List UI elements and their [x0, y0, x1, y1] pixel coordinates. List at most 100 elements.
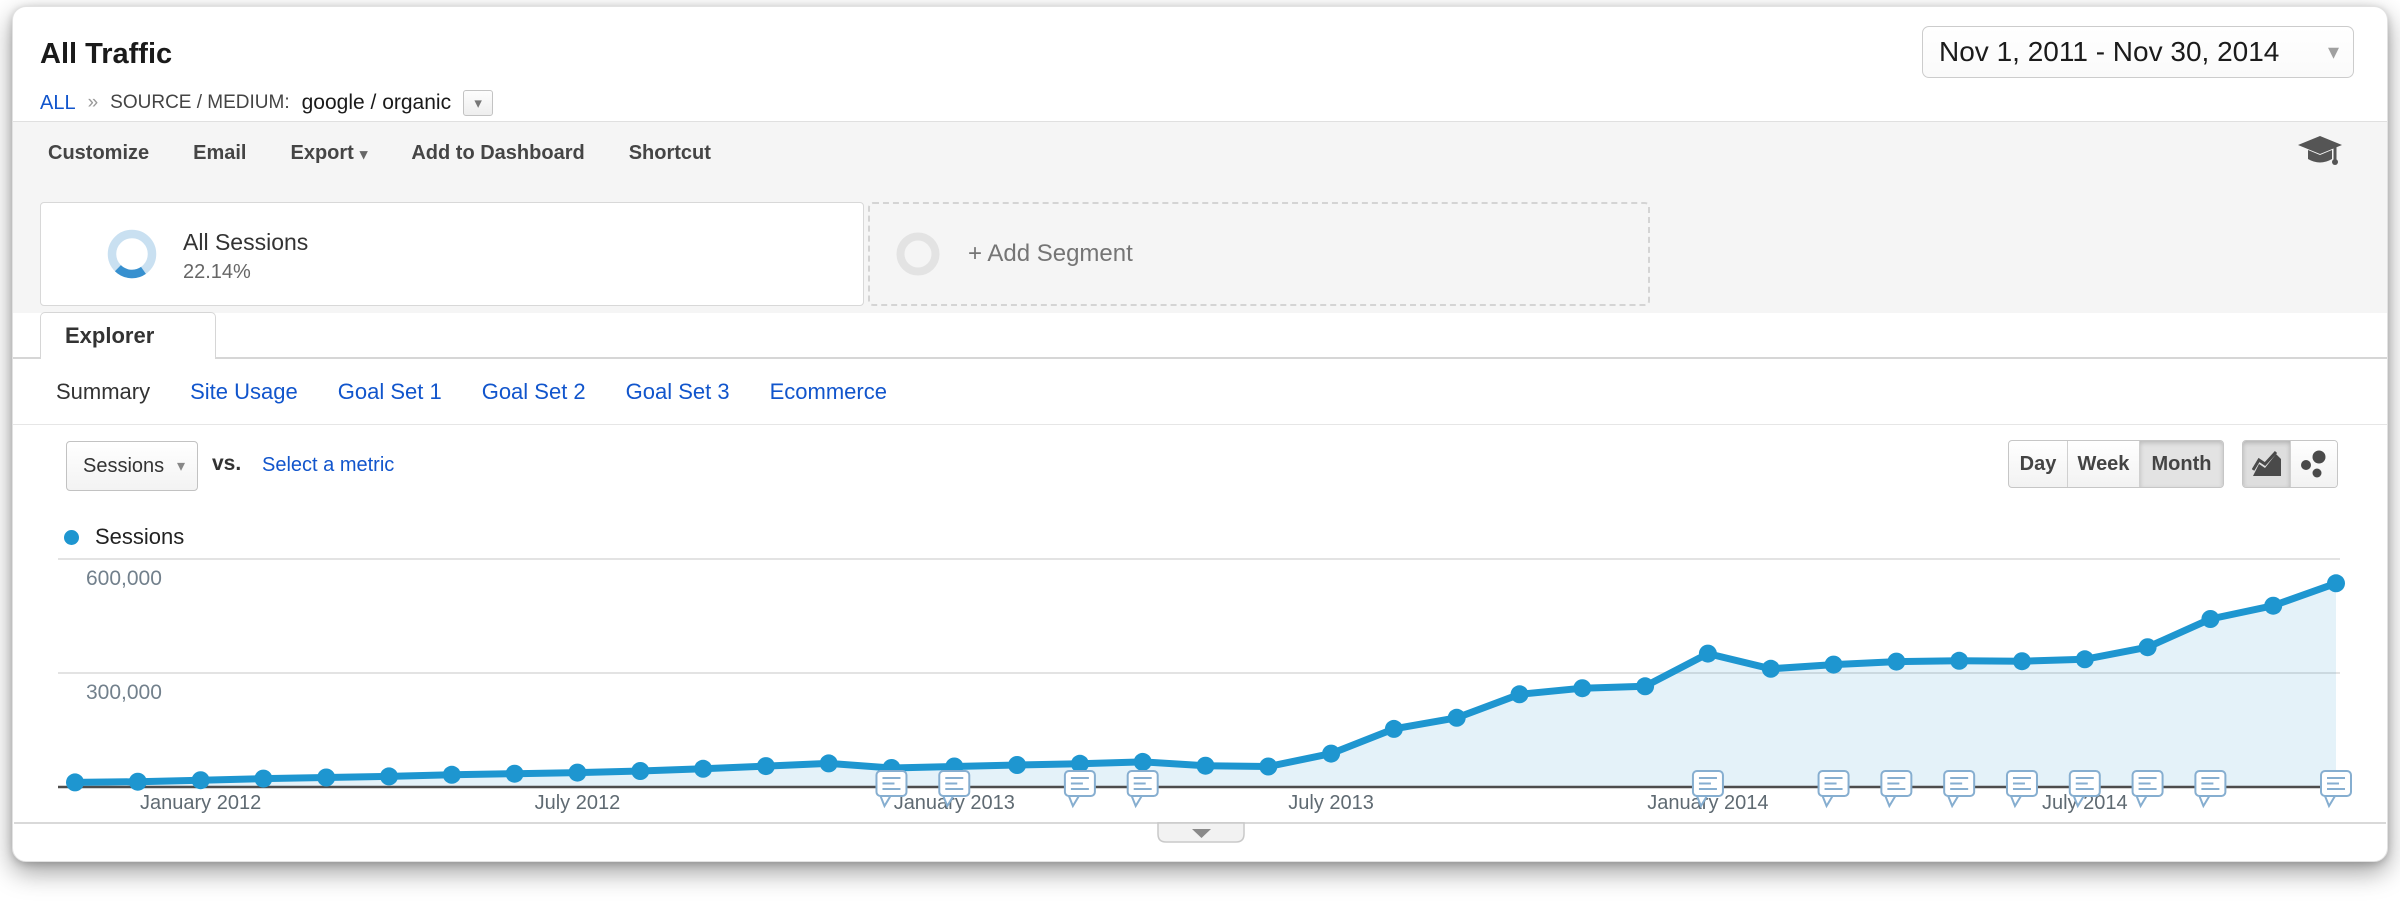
granularity-month-button[interactable]: Month: [2139, 441, 2223, 487]
subtab-goal-set-3[interactable]: Goal Set 3: [625, 379, 730, 404]
breadcrumb-dimension-label: SOURCE / MEDIUM:: [110, 92, 290, 113]
data-point[interactable]: [442, 765, 461, 784]
chevron-down-icon: [1192, 829, 1211, 838]
data-point[interactable]: [1322, 744, 1341, 763]
data-point[interactable]: [756, 757, 775, 776]
x-axis-label: January 2012: [140, 792, 261, 814]
annotation-marker-icon[interactable]: [1943, 770, 1976, 809]
export-button[interactable]: Export ▾: [290, 142, 368, 164]
data-point[interactable]: [1196, 756, 1215, 775]
motion-chart-button[interactable]: [2290, 441, 2337, 487]
select-a-metric-link[interactable]: Select a metric: [262, 454, 395, 476]
annotation-marker-icon[interactable]: [2131, 770, 2164, 809]
data-point[interactable]: [380, 767, 398, 786]
annotation-marker-icon[interactable]: [1817, 770, 1850, 809]
data-point[interactable]: [2201, 610, 2220, 628]
segment-name: All Sessions: [183, 229, 309, 255]
legend-label: Sessions: [95, 524, 185, 549]
annotation-marker-icon[interactable]: [1063, 770, 1096, 809]
data-point[interactable]: [1573, 679, 1592, 698]
legend-dot-icon: [64, 529, 79, 545]
education-graduation-cap-icon[interactable]: [2298, 134, 2342, 170]
tab-explorer[interactable]: Explorer: [40, 312, 216, 359]
x-axis-label: January 2014: [1647, 792, 1768, 814]
data-point[interactable]: [1133, 752, 1152, 771]
annotation-marker-icon[interactable]: [1126, 770, 1159, 809]
segment-donut-icon: [107, 229, 157, 279]
subtab-goal-set-1[interactable]: Goal Set 1: [337, 379, 442, 404]
subtab-summary[interactable]: Summary: [56, 379, 151, 404]
x-axis-label: January 2013: [894, 792, 1015, 814]
subtab-row: Summary Site Usage Goal Set 1 Goal Set 2…: [56, 379, 887, 405]
data-point[interactable]: [1636, 677, 1655, 696]
segment-percent: 22.14%: [183, 261, 251, 283]
annotation-marker-icon[interactable]: [2005, 770, 2038, 809]
y-axis-label: 600,000: [86, 567, 162, 590]
customize-button[interactable]: Customize: [48, 142, 150, 164]
annotation-marker-icon[interactable]: [2320, 770, 2352, 809]
sessions-area: [75, 583, 2336, 787]
y-axis-label: 300,000: [86, 681, 162, 704]
segment-all-sessions[interactable]: All Sessions 22.14%: [40, 202, 864, 306]
date-range-selector[interactable]: Nov 1, 2011 - Nov 30, 2014 ▾: [1922, 26, 2354, 78]
subtab-ecommerce[interactable]: Ecommerce: [769, 379, 887, 404]
annotation-marker-icon[interactable]: [1691, 770, 1724, 809]
data-point[interactable]: [1384, 719, 1403, 738]
data-point[interactable]: [317, 768, 336, 787]
data-point[interactable]: [819, 754, 838, 773]
x-axis-label: July 2014: [2042, 792, 2128, 814]
page-title: All Traffic: [40, 38, 173, 70]
annotation-marker-icon[interactable]: [1880, 770, 1913, 809]
granularity-week-button[interactable]: Week: [2067, 441, 2139, 487]
vs-label: vs.: [212, 452, 242, 475]
line-chart-button[interactable]: [2243, 441, 2290, 487]
data-point[interactable]: [631, 762, 650, 780]
granularity-day-button[interactable]: Day: [2019, 452, 2057, 475]
add-to-dashboard-button[interactable]: Add to Dashboard: [411, 142, 585, 164]
breadcrumb-dropdown-button[interactable]: ▾: [463, 90, 494, 116]
breadcrumb-root-link[interactable]: ALL: [40, 91, 76, 114]
annotation-marker-icon[interactable]: [2194, 770, 2227, 809]
data-point[interactable]: [128, 772, 147, 791]
data-point[interactable]: [1070, 754, 1089, 773]
data-point[interactable]: [66, 773, 84, 792]
email-button[interactable]: Email: [193, 142, 247, 164]
chevron-down-icon: ▾: [2327, 39, 2339, 64]
add-segment-donut-icon: [896, 232, 940, 276]
data-point[interactable]: [1698, 644, 1717, 663]
data-point[interactable]: [2327, 574, 2345, 593]
subtab-site-usage[interactable]: Site Usage: [190, 379, 298, 404]
data-point[interactable]: [1887, 652, 1906, 671]
data-point[interactable]: [505, 764, 524, 783]
data-point[interactable]: [254, 769, 273, 788]
data-point[interactable]: [1008, 756, 1027, 774]
line-chart-icon: [2251, 451, 2281, 476]
data-point[interactable]: [568, 763, 587, 782]
annotation-marker-icon[interactable]: [875, 770, 908, 809]
data-point[interactable]: [1447, 708, 1466, 727]
data-point[interactable]: [1950, 651, 1969, 670]
shortcut-button[interactable]: Shortcut: [628, 142, 711, 164]
metric-selector-dropdown[interactable]: Sessions ▾: [66, 441, 198, 491]
chevron-down-icon: ▾: [474, 95, 482, 112]
chart-type-toggle: [2242, 440, 2338, 488]
data-point[interactable]: [2264, 596, 2283, 615]
x-axis-label: July 2013: [1288, 792, 1374, 814]
data-point[interactable]: [2013, 652, 2031, 671]
data-point[interactable]: [1824, 655, 1843, 674]
tab-divider: [13, 357, 2387, 359]
data-point[interactable]: [1510, 685, 1529, 704]
data-point[interactable]: [1761, 659, 1780, 678]
data-point[interactable]: [2138, 638, 2157, 657]
data-point[interactable]: [694, 759, 713, 778]
annotation-marker-icon[interactable]: [938, 770, 971, 809]
add-segment-button[interactable]: + Add Segment: [868, 202, 1650, 306]
annotation-marker-icon[interactable]: [2068, 770, 2101, 809]
motion-chart-icon: [2301, 450, 2326, 478]
sessions-chart[interactable]: 600,000 300,000 January 2012 July 2012 Janua…: [0, 550, 2400, 862]
data-point[interactable]: [1259, 757, 1278, 776]
data-point[interactable]: [2075, 650, 2094, 669]
subtab-goal-set-2[interactable]: Goal Set 2: [481, 379, 586, 404]
data-point[interactable]: [191, 771, 210, 790]
date-range-text: Nov 1, 2011 - Nov 30, 2014: [1939, 36, 2280, 67]
